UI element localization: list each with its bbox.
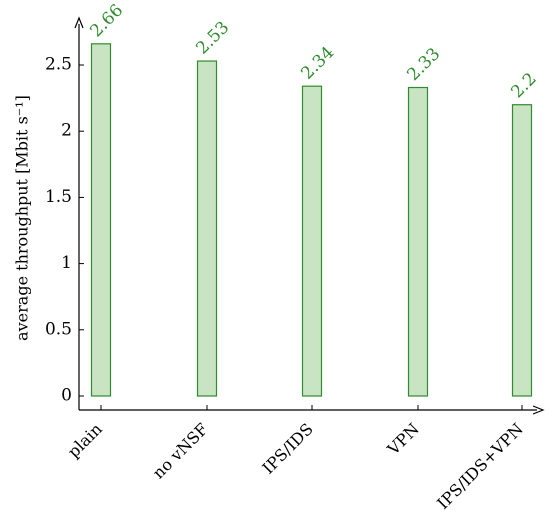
axes [74, 16, 545, 415]
bar [196, 60, 218, 397]
category-label: IPS/IDS+VPN [433, 419, 527, 513]
y-tick-label: 2 [61, 121, 72, 141]
category-label: VPN [383, 419, 423, 459]
data-label: 2.66 [86, 0, 127, 41]
category-label: plain [64, 419, 106, 461]
bar [407, 86, 429, 397]
data-label: 2.33 [403, 44, 444, 85]
bar [511, 104, 533, 397]
bar [301, 85, 323, 397]
y-tick-label: 2.5 [45, 55, 72, 75]
y-tick-label: 1.5 [45, 187, 72, 207]
y-ticks: 0 0.5 1 1.5 2 2.5 [45, 55, 84, 406]
category-label: IPS/IDS [258, 419, 316, 477]
bar [90, 43, 112, 397]
y-axis-arrow [74, 16, 84, 29]
y-axis-label: average throughput [Mbit s⁻¹] [13, 95, 32, 341]
bars [90, 43, 533, 397]
y-tick-label: 1 [61, 253, 72, 273]
y-tick-label: 0.5 [45, 319, 72, 339]
data-label: 2.2 [507, 69, 540, 102]
data-label: 2.34 [297, 43, 338, 84]
category-labels: plain no vNSF IPS/IDS VPN IPS/IDS+VPN [64, 405, 527, 513]
data-label: 2.53 [192, 18, 233, 59]
category-label: no vNSF [149, 419, 212, 482]
y-tick-label: 0 [61, 386, 72, 406]
x-axis-arrow [532, 405, 545, 415]
